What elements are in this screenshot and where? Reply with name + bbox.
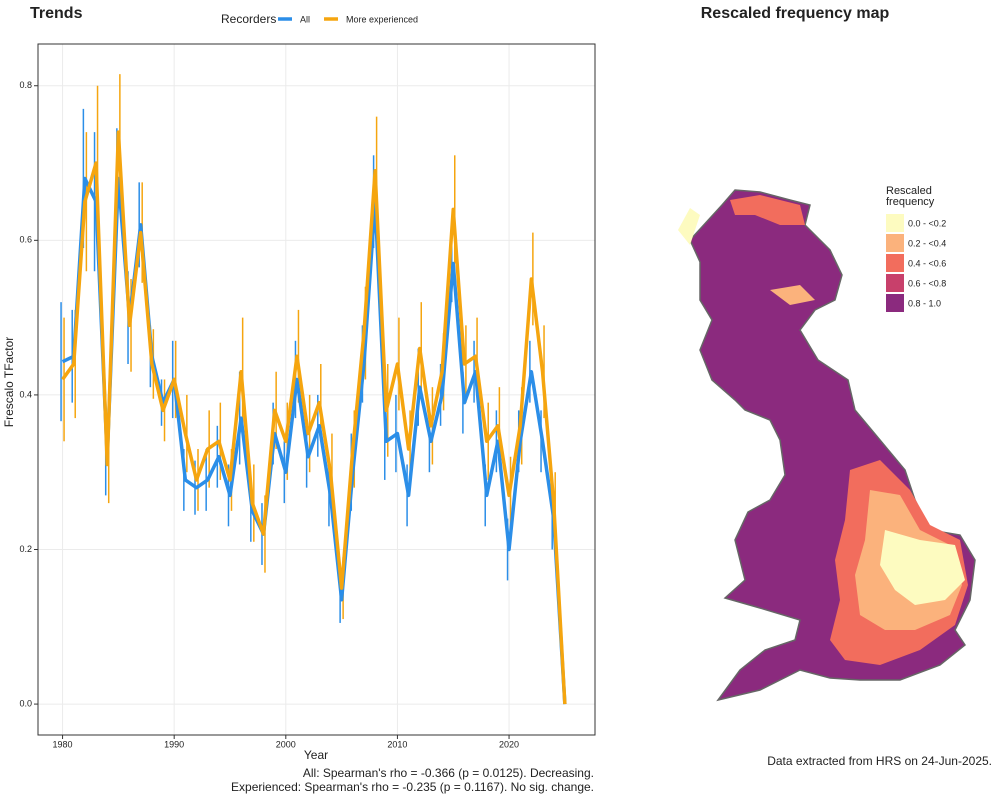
x-tick-label: 2020 [499, 739, 519, 749]
legend-label: All [300, 14, 310, 24]
y-tick-label: 0.2 [19, 544, 32, 554]
map-legend-swatch [886, 294, 904, 312]
x-tick-label: 1980 [53, 739, 73, 749]
plot-frame [37, 43, 596, 736]
y-axis-label: Frescalo TFactor [2, 337, 16, 427]
map-title: Rescaled frequency map [701, 5, 890, 22]
map-legend-label: 0.2 - <0.4 [908, 238, 946, 248]
map-zone [880, 530, 965, 605]
legend-title: Recorders [221, 12, 276, 26]
x-axis-label: Year [304, 748, 328, 762]
map-legend-label: 0.0 - <0.2 [908, 218, 946, 228]
map-zone [770, 285, 815, 305]
map-legend-title: Rescaled frequency [886, 185, 935, 208]
footnote: All: Spearman's rho = -0.366 (p = 0.0125… [303, 766, 594, 780]
footnote: Experienced: Spearman's rho = -0.235 (p … [231, 780, 594, 794]
map-zone [678, 208, 700, 245]
x-tick-label: 1990 [164, 739, 184, 749]
map-legend-swatch [886, 234, 904, 252]
y-tick-label: 0.0 [19, 698, 32, 708]
legend-label: More experienced [346, 14, 418, 24]
map-legend-label: 0.6 - <0.8 [908, 278, 946, 288]
map-legend-swatch [886, 254, 904, 272]
y-tick-label: 0.6 [19, 235, 32, 245]
map [678, 189, 976, 702]
x-tick-label: 2010 [387, 739, 407, 749]
source-note: Data extracted from HRS on 24-Jun-2025. [767, 754, 992, 768]
chart-title: Trends [30, 5, 83, 22]
map-legend-label: 0.4 - <0.6 [908, 258, 946, 268]
map-zone [730, 195, 805, 225]
map-legend-label: 0.8 - 1.0 [908, 298, 941, 308]
y-tick-label: 0.8 [19, 80, 32, 90]
x-tick-label: 2000 [276, 739, 296, 749]
map-legend-swatch [886, 274, 904, 292]
map-legend-swatch [886, 214, 904, 232]
y-tick-label: 0.4 [19, 389, 32, 399]
series-line [61, 130, 567, 705]
